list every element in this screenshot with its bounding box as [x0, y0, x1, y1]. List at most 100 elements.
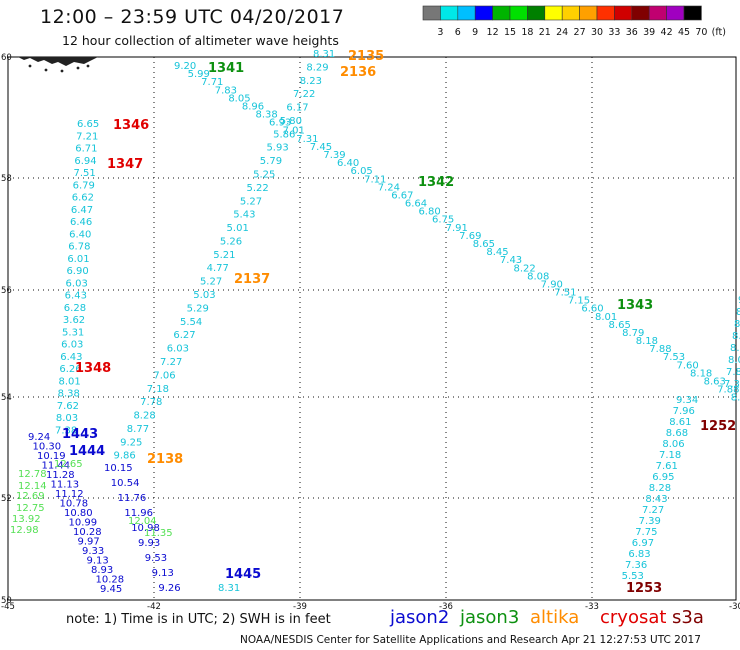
swh-value: 8.28 — [133, 411, 155, 422]
legend-jason3: jason3 — [460, 607, 520, 628]
swh-value: 9.34 — [676, 395, 698, 406]
swh-value: 7.21 — [76, 131, 98, 142]
swh-value: 7.27 — [160, 357, 182, 368]
lat-label: 60 — [1, 53, 12, 63]
swh-value: 12.04 — [128, 516, 157, 527]
lat-label: 58 — [1, 174, 12, 184]
swh-value: 7.24 — [378, 182, 400, 193]
swh-value: 8.93 — [91, 565, 113, 576]
swh-value: 8.39 — [734, 319, 740, 330]
swh-value: 12.98 — [10, 525, 39, 536]
swh-value: 9.33 — [82, 546, 104, 557]
swh-value: 11.35 — [144, 528, 173, 539]
swh-value: 9.25 — [120, 437, 142, 448]
scale-tick-label: 15 — [504, 27, 516, 38]
swh-value: 6.94 — [74, 156, 96, 167]
swh-value: 9.13 — [87, 556, 109, 567]
swh-value: 5.54 — [180, 317, 202, 328]
swh-value: 8.79 — [622, 328, 644, 339]
swh-value: 5.86 — [273, 129, 295, 140]
swh-value: 9.26 — [158, 583, 180, 594]
swh-value: 10.98 — [131, 523, 160, 534]
swh-value: 10.78 — [60, 499, 89, 510]
pass-label: 1253 — [626, 581, 662, 596]
swh-value: 7.51 — [554, 288, 576, 299]
swh-value: 12.75 — [16, 503, 45, 514]
swh-value: 7.38 — [55, 425, 77, 436]
swh-value: 6.03 — [66, 278, 88, 289]
swh-value: 6.05 — [351, 166, 373, 177]
swh-value: 6.65 — [77, 119, 99, 130]
swh-value: 8.77 — [127, 424, 149, 435]
swh-value: 6.27 — [173, 330, 195, 341]
swh-value: 7.11 — [364, 174, 386, 185]
swh-value: 6.75 — [432, 215, 454, 226]
swh-value: 6.47 — [71, 205, 93, 216]
swh-value: 7.96 — [673, 406, 695, 417]
swh-value: 7.88 — [717, 385, 739, 396]
swh-value: 6.17 — [286, 103, 308, 114]
swh-value: 8.45 — [486, 247, 508, 258]
swh-value: 6.71 — [75, 144, 97, 155]
swh-value: 5.93 — [266, 143, 288, 154]
swh-value: 6.97 — [632, 538, 654, 549]
swh-value: 11.96 — [124, 508, 153, 519]
swh-value: 6.46 — [70, 217, 92, 228]
swh-value: 8.68 — [666, 428, 688, 439]
swh-value: 8.63 — [704, 377, 726, 388]
swh-value: 6.79 — [73, 180, 95, 191]
swh-value: 7.91 — [446, 223, 468, 234]
scale-tick-label: 42 — [661, 27, 673, 38]
swh-value: 10.15 — [104, 463, 133, 474]
pass-label: 2138 — [147, 452, 183, 467]
scale-tick-label: 3 — [437, 27, 443, 38]
pass-label: 1252 — [700, 419, 736, 434]
swh-value: 5.80 — [280, 116, 302, 127]
swh-value: 3.62 — [63, 315, 85, 326]
swh-value: 6.78 — [68, 242, 90, 253]
swh-value: 9.20 — [174, 61, 196, 72]
chart-subtitle: 12 hour collection of altimeter wave hei… — [62, 33, 339, 48]
swh-value: 12.14 — [18, 481, 47, 492]
swh-value: 5.79 — [260, 156, 282, 167]
swh-value: 7.38 — [724, 379, 740, 390]
swh-value: 8.61 — [669, 417, 691, 428]
swh-value: 10.30 — [33, 442, 62, 453]
coast-island — [76, 66, 80, 70]
swh-value: 7.78 — [140, 397, 162, 408]
swh-value: 5.03 — [193, 290, 215, 301]
swh-value: 7.15 — [568, 296, 590, 307]
swh-value: 7.39 — [323, 150, 345, 161]
swh-value: 6.01 — [67, 254, 89, 265]
swh-value: 7.27 — [642, 505, 664, 516]
swh-value: 8.43 — [645, 494, 667, 505]
swh-value: 9.53 — [145, 553, 167, 564]
swh-value: 5.27 — [240, 196, 262, 207]
swh-value: 6.95 — [652, 472, 674, 483]
swh-value: 10.99 — [69, 518, 98, 529]
swh-value: 7.36 — [625, 560, 647, 571]
swh-value: 6.64 — [405, 199, 427, 210]
swh-value: 12.69 — [16, 491, 45, 502]
swh-value: 9.97 — [78, 537, 100, 548]
swh-value: 5.99 — [188, 69, 210, 80]
swh-value: 8.05 — [228, 93, 250, 104]
scale-tick-label: 9 — [472, 27, 478, 38]
credit-line: NOAA/NESDIS Center for Satellite Applica… — [240, 634, 701, 646]
swh-value: 6.40 — [337, 158, 359, 169]
swh-value: 8.03 — [56, 413, 78, 424]
lon-label: -45 — [1, 602, 15, 612]
swh-value: 8.15 — [731, 393, 740, 404]
swh-value: 7.60 — [676, 360, 698, 371]
swh-value: 6.26 — [59, 364, 81, 375]
swh-value: 8.06 — [728, 355, 740, 366]
swh-value: 5.26 — [220, 236, 242, 247]
lon-label: -36 — [439, 602, 453, 612]
swh-value: 11.28 — [46, 470, 75, 481]
pass-label: 1341 — [208, 61, 244, 76]
color-scale-legend: 3 6 9 12 15 18 21 24 27 30 33 36 39 42 45 70 (ft) — [422, 5, 726, 38]
swh-value: 6.67 — [391, 190, 413, 201]
swh-value: 8.08 — [527, 271, 549, 282]
scale-tick-label: 70 — [695, 27, 707, 38]
